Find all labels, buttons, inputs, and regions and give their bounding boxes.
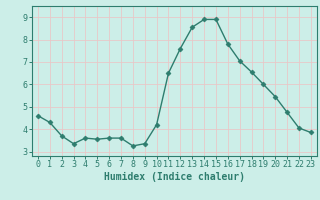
X-axis label: Humidex (Indice chaleur): Humidex (Indice chaleur) bbox=[104, 172, 245, 182]
